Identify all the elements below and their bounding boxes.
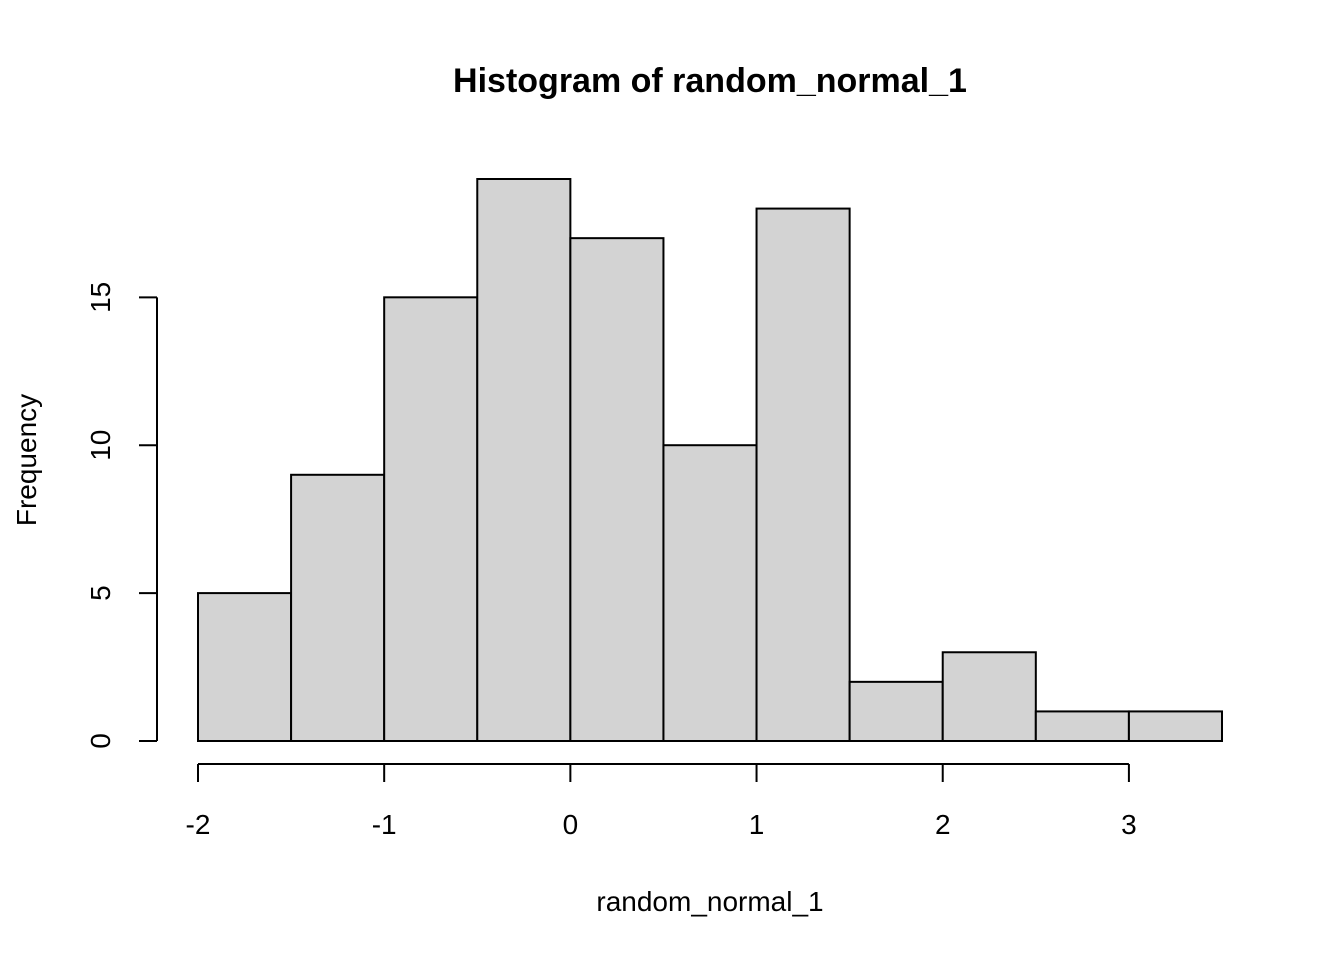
y-tick-label: 0 — [85, 733, 116, 749]
histogram-bar — [383, 296, 479, 742]
x-tick-label: -1 — [372, 809, 397, 840]
histogram-bar — [848, 680, 944, 742]
x-tick-label: -2 — [186, 809, 211, 840]
x-axis: -2 -1 0 1 2 3 — [186, 763, 1137, 840]
histogram-bar — [1034, 710, 1130, 743]
x-tick-label: 1 — [749, 809, 765, 840]
y-axis: 0 5 10 15 — [85, 282, 158, 749]
chart-title: Histogram of random_normal_1 — [453, 62, 967, 100]
x-tick-label: 3 — [1121, 809, 1137, 840]
histogram-bar — [290, 473, 386, 742]
x-tick-label: 2 — [935, 809, 951, 840]
histogram-bar — [941, 651, 1037, 743]
histogram-bar — [197, 592, 293, 743]
histogram-bar — [1127, 710, 1223, 743]
y-tick-label: 15 — [85, 282, 116, 313]
x-axis-label: random_normal_1 — [596, 886, 823, 917]
histogram-bar — [476, 178, 572, 742]
histogram-bar — [569, 237, 665, 742]
histogram-bar — [755, 207, 851, 743]
y-axis-label: Frequency — [11, 394, 42, 526]
x-tick-label: 0 — [563, 809, 579, 840]
bars-group — [197, 178, 1223, 743]
y-tick-label: 5 — [85, 585, 116, 601]
y-tick-label: 10 — [85, 430, 116, 461]
histogram-bar — [662, 444, 758, 742]
